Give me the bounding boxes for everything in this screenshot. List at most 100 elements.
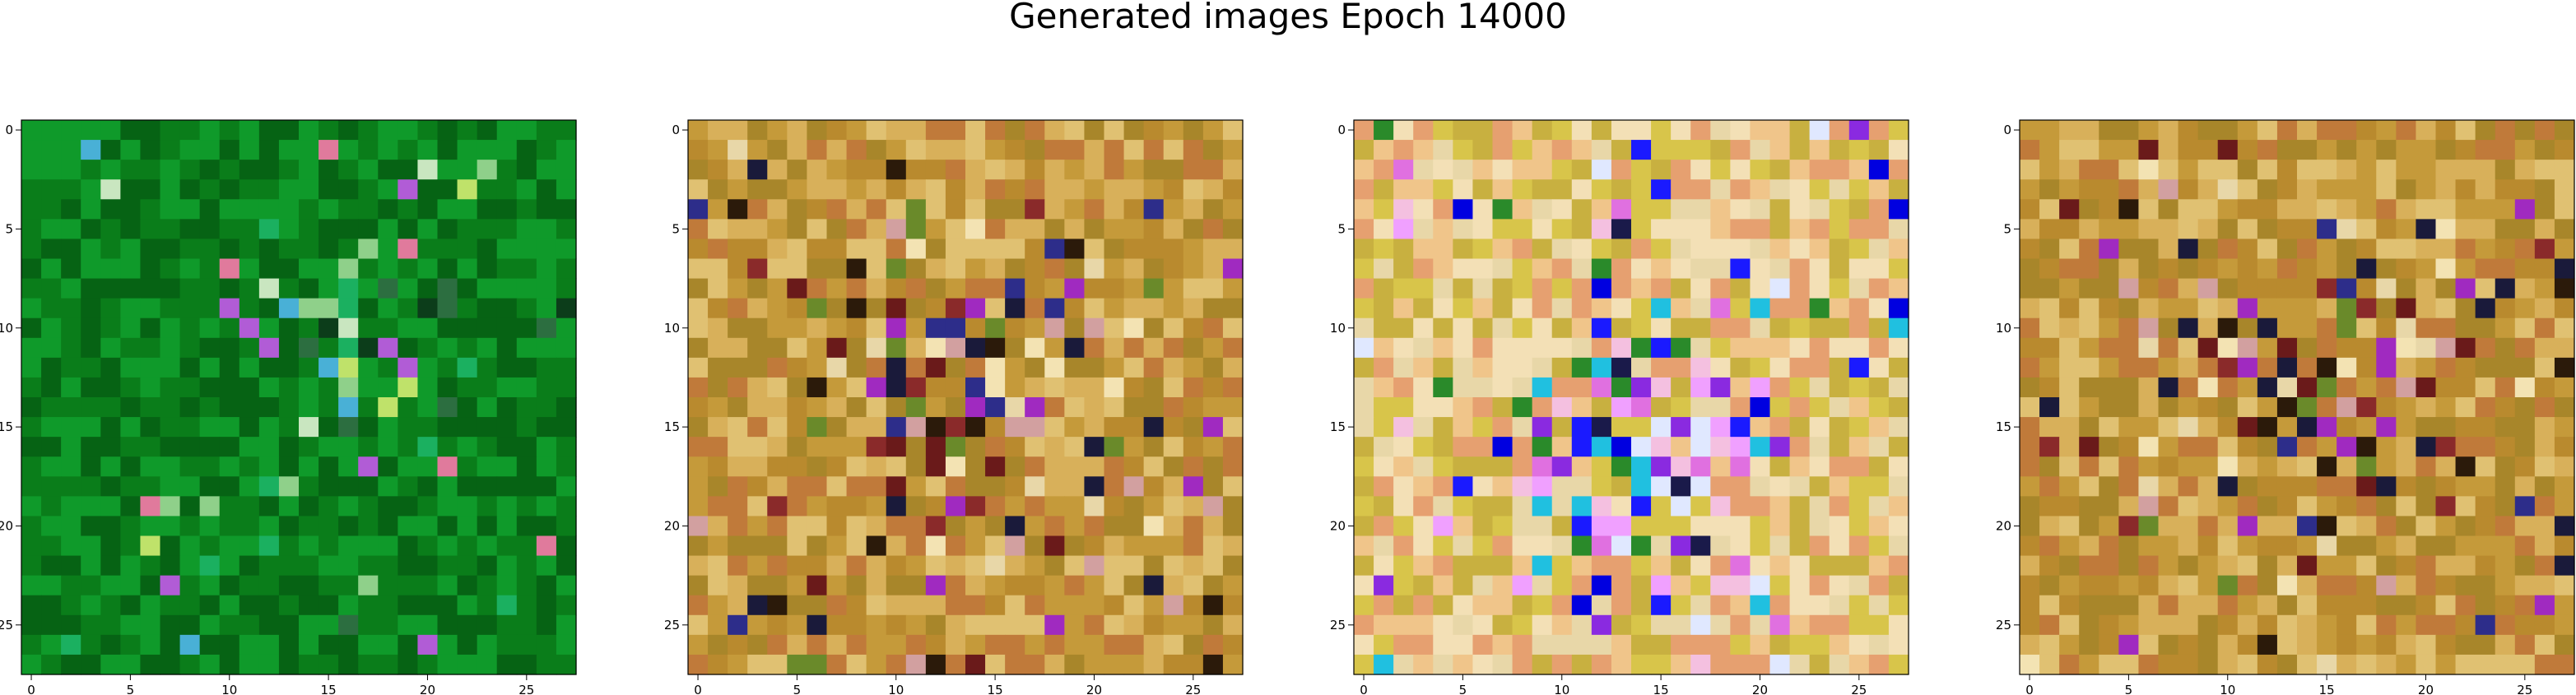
pixel-cell	[199, 337, 221, 359]
pixel-cell	[219, 337, 240, 359]
pixel-cell	[2554, 634, 2575, 656]
pixel-cell	[1413, 634, 1434, 656]
pixel-cell	[120, 437, 142, 457]
pixel-cell	[160, 634, 181, 656]
pixel-cell	[1472, 278, 1494, 299]
pixel-cell	[496, 535, 518, 557]
pixel-cell	[437, 337, 458, 359]
pixel-cell	[1868, 456, 1890, 477]
pixel-cell	[1769, 337, 1791, 359]
pixel-cell	[1532, 397, 1553, 418]
pixel-cell	[2554, 219, 2575, 240]
pixel-cell	[160, 575, 181, 596]
pixel-cell	[1690, 437, 1711, 457]
pixel-cell	[41, 199, 62, 220]
pixel-cell	[61, 634, 81, 656]
pixel-cell	[1631, 199, 1652, 220]
pixel-cell	[866, 357, 887, 378]
pixel-cell	[905, 258, 927, 280]
pixel-cell	[1064, 654, 1086, 675]
pixel-cell	[398, 397, 419, 418]
pixel-cell	[1651, 535, 1672, 557]
pixel-cell	[965, 535, 986, 557]
pixel-cell	[179, 317, 201, 339]
pixel-cell	[2079, 258, 2099, 280]
pixel-cell	[747, 357, 768, 378]
pixel-cell	[1690, 575, 1711, 596]
pixel-cell	[2059, 160, 2080, 180]
pixel-cell	[41, 258, 62, 280]
pixel-cell	[496, 357, 518, 378]
pixel-cell	[61, 516, 81, 537]
pixel-cell	[747, 140, 768, 160]
pixel-cell	[477, 476, 498, 497]
pixel-cell	[807, 377, 828, 398]
pixel-cell	[100, 555, 121, 577]
pixel-cell	[2317, 535, 2337, 557]
axes-frame	[21, 119, 577, 675]
pixel-cell	[516, 140, 537, 160]
pixel-cell	[2534, 476, 2555, 497]
pixel-cell	[219, 179, 240, 200]
pixel-cell	[556, 160, 577, 180]
pixel-cell	[2396, 179, 2417, 200]
pixel-cell	[100, 456, 121, 477]
pixel-cell	[1492, 496, 1514, 517]
pixel-cell	[258, 179, 280, 200]
pixel-cell	[1202, 575, 1224, 596]
pixel-cell	[2534, 496, 2555, 517]
pixel-cell	[398, 555, 419, 577]
pixel-cell	[1354, 555, 1374, 577]
pixel-cell	[1374, 239, 1394, 260]
pixel-cell	[925, 654, 946, 675]
axes-frame	[687, 119, 1244, 675]
pixel-cell	[2197, 516, 2219, 537]
pixel-cell	[2376, 317, 2397, 339]
pixel-cell	[1809, 437, 1830, 457]
pixel-cell	[41, 357, 62, 378]
pixel-cell	[1104, 437, 1125, 457]
pixel-cell	[2158, 634, 2179, 656]
pixel-cell	[1769, 120, 1791, 141]
pixel-cell	[1809, 595, 1830, 616]
pixel-cell	[2138, 258, 2160, 280]
pixel-cell	[708, 278, 728, 299]
pixel-cell	[1868, 575, 1890, 596]
pixel-cell	[2554, 199, 2575, 220]
pixel-cell	[2158, 456, 2179, 477]
pixel-cell	[1202, 278, 1224, 299]
pixel-cell	[398, 278, 419, 299]
pixel-cell	[2396, 140, 2417, 160]
pixel-cell	[2276, 199, 2298, 220]
pixel-cell	[747, 278, 768, 299]
pixel-cell	[556, 377, 577, 398]
pixel-cell	[1104, 219, 1125, 240]
pixel-cell	[496, 496, 518, 517]
pixel-cell	[925, 179, 946, 200]
pixel-cell	[278, 377, 300, 398]
pixel-cell	[100, 120, 121, 141]
pixel-cell	[2455, 417, 2476, 438]
pixel-cell	[886, 298, 907, 319]
pixel-cell	[1809, 634, 1830, 656]
pixel-cell	[120, 397, 142, 418]
pixel-cell	[1690, 179, 1711, 200]
pixel-cell	[985, 417, 1006, 438]
pixel-cell	[2416, 555, 2437, 577]
pixel-cell	[1848, 219, 1870, 240]
pixel-cell	[1044, 535, 1065, 557]
pixel-cell	[2297, 516, 2318, 537]
y-tick-label: 10	[1330, 321, 1346, 336]
pixel-cell	[100, 258, 121, 280]
pixel-cell	[1104, 634, 1125, 656]
pixel-cell	[1163, 377, 1184, 398]
pixel-cell	[965, 476, 986, 497]
pixel-cell	[2297, 634, 2318, 656]
pixel-cell	[708, 575, 728, 596]
pixel-cell	[2356, 140, 2377, 160]
pixel-cell	[2020, 575, 2040, 596]
pixel-cell	[2178, 496, 2199, 517]
pixel-cell	[1671, 219, 1691, 240]
pixel-cell	[319, 595, 339, 616]
pixel-cell	[398, 199, 419, 220]
